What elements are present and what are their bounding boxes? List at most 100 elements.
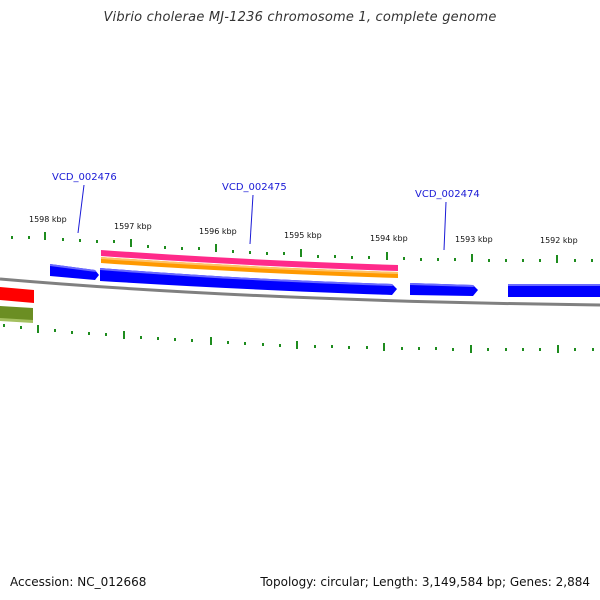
tick-mark — [130, 239, 132, 247]
tick-mark — [54, 329, 56, 332]
left-features — [0, 287, 34, 323]
tick-mark — [71, 331, 73, 334]
tick-mark — [62, 238, 64, 241]
tick-mark — [232, 250, 234, 253]
tick-mark — [556, 255, 558, 263]
tick-mark — [147, 245, 149, 248]
tick-mark — [488, 259, 490, 262]
tick-mark — [592, 348, 594, 351]
gene-label-vcd-002476: VCD_002476 — [52, 172, 117, 183]
gene-leader-line — [443, 201, 447, 251]
tick-mark — [3, 324, 5, 327]
tick-mark — [88, 332, 90, 335]
tick-mark — [37, 325, 39, 333]
tick-mark — [471, 254, 473, 262]
tick-mark — [470, 345, 472, 353]
tick-mark — [140, 336, 142, 339]
tick-mark — [505, 259, 507, 262]
bottom-tick-row — [3, 324, 594, 353]
tick-mark — [227, 341, 229, 344]
tick-mark — [181, 247, 183, 250]
tick-mark — [296, 341, 298, 349]
tick-mark — [539, 259, 541, 262]
cds-highlight — [100, 268, 393, 286]
tick-mark — [174, 338, 176, 341]
tick-mark — [522, 259, 524, 262]
tick-mark — [331, 345, 333, 348]
tick-mark — [418, 347, 420, 350]
accession-label: Accession: NC_012668 — [10, 575, 147, 589]
tick-mark — [20, 326, 22, 329]
tick-mark — [157, 337, 159, 340]
tick-mark — [386, 252, 388, 260]
tick-mark — [244, 342, 246, 345]
olive-feature-band — [0, 306, 33, 321]
cds-arrow-vcd-002476 — [50, 264, 99, 280]
tick-mark — [351, 256, 353, 259]
tick-mark — [574, 259, 576, 262]
tick-mark — [44, 232, 46, 240]
cds-highlight — [410, 283, 474, 287]
map-title: Vibrio cholerae MJ-1236 chromosome 1, co… — [103, 10, 497, 25]
tick-mark — [317, 255, 319, 258]
tick-mark — [383, 343, 385, 351]
tick-mark — [522, 348, 524, 351]
feature-bands — [101, 250, 398, 278]
cds-highlight — [508, 284, 600, 286]
tick-mark — [249, 251, 251, 254]
tick-mark — [79, 239, 81, 242]
tick-mark — [279, 344, 281, 347]
tick-mark — [348, 346, 350, 349]
tick-mark — [435, 347, 437, 350]
magenta-feature-band — [101, 250, 398, 271]
genome-backbone — [0, 277, 600, 307]
gene-label-vcd-002474: VCD_002474 — [415, 189, 480, 200]
scale-label: 1596 kbp — [199, 227, 237, 236]
gene-leader-line — [249, 194, 254, 245]
tick-mark — [113, 240, 115, 243]
scale-label: 1595 kbp — [284, 231, 322, 240]
tick-mark — [11, 236, 13, 239]
red-feature-band — [0, 287, 34, 303]
scale-labels: 1598 kbp 1597 kbp 1596 kbp 1595 kbp 1594… — [29, 215, 578, 245]
orange-feature-highlight — [101, 257, 398, 274]
tick-mark — [266, 252, 268, 255]
tick-mark — [96, 240, 98, 243]
cds-highlight — [50, 264, 96, 272]
tick-mark — [28, 236, 30, 239]
tick-mark — [574, 348, 576, 351]
gene-leader-line — [77, 184, 85, 234]
gene-callouts: VCD_002476 VCD_002475 VCD_002474 — [52, 172, 480, 251]
tick-mark — [210, 337, 212, 345]
tick-mark — [123, 331, 125, 339]
tick-mark — [191, 339, 193, 342]
scale-label: 1597 kbp — [114, 222, 152, 231]
tick-mark — [452, 348, 454, 351]
tick-mark — [437, 258, 439, 261]
scale-label: 1594 kbp — [370, 234, 408, 243]
tick-mark — [164, 246, 166, 249]
tick-mark — [401, 347, 403, 350]
tick-mark — [334, 255, 336, 258]
olive-feature-highlight — [0, 318, 33, 323]
cds-track — [50, 264, 600, 297]
scale-label: 1592 kbp — [540, 236, 578, 245]
tick-mark — [420, 258, 422, 261]
top-tick-row — [11, 232, 593, 263]
tick-mark — [557, 345, 559, 353]
tick-mark — [454, 258, 456, 261]
tick-mark — [215, 244, 217, 252]
tick-mark — [487, 348, 489, 351]
tick-mark — [198, 247, 200, 250]
tick-mark — [539, 348, 541, 351]
gene-label-vcd-002475: VCD_002475 — [222, 182, 287, 193]
tick-mark — [314, 345, 316, 348]
tick-mark — [105, 333, 107, 336]
cds-arrow — [508, 284, 600, 297]
scale-label: 1593 kbp — [455, 235, 493, 244]
genome-summary: Topology: circular; Length: 3,149,584 bp… — [260, 575, 590, 589]
tick-mark — [505, 348, 507, 351]
scale-label: 1598 kbp — [29, 215, 67, 224]
tick-mark — [368, 256, 370, 259]
